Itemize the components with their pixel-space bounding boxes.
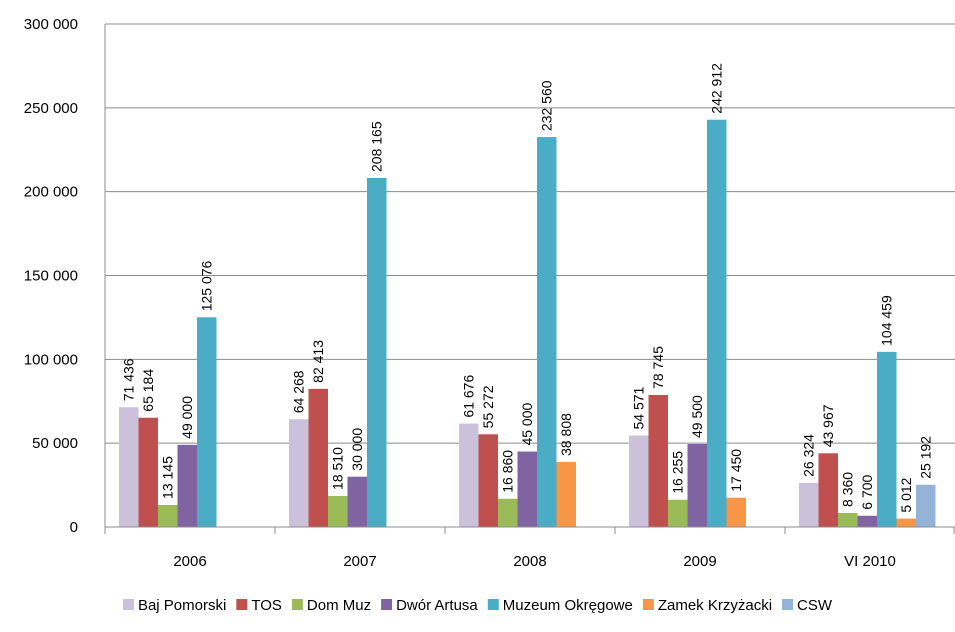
data-label: 26 324 [801,434,817,477]
bars [119,119,936,528]
legend: Baj Pomorski TOS Dom Muz Dwór Artusa Muzeum … [122,597,833,614]
data-label: 104 459 [879,295,895,346]
y-tick-label: 200 000 [24,184,78,201]
data-label: 5 012 [898,477,914,512]
data-label: 55 272 [480,385,496,428]
data-label: 61 676 [461,375,477,418]
bar [857,515,877,527]
bar [537,137,557,527]
data-label: 13 145 [160,456,176,499]
data-label: 8 360 [840,472,856,507]
bar [648,394,668,527]
gridlines [105,23,955,444]
y-tick-label: 50 000 [32,435,78,452]
bar [707,119,727,528]
bar [158,504,178,527]
data-label: 54 571 [631,386,647,429]
data-label: 16 860 [500,450,516,493]
data-label: 17 450 [728,449,744,492]
bar [726,497,746,527]
bar [916,484,936,527]
y-tick-label: 250 000 [24,100,78,117]
data-label: 16 255 [670,451,686,494]
data-label: 82 413 [310,340,326,383]
x-category-label: 2008 [513,553,546,570]
bar [818,453,838,527]
bar [517,451,537,527]
data-label: 208 165 [369,121,385,172]
bar [838,512,858,527]
data-label: 125 076 [199,260,215,311]
bar [668,499,688,527]
bar [177,444,197,527]
legend-swatch [291,599,303,610]
data-labels: 71 436 65 184 13 145 49 000 125 076 64 26882 … [121,63,934,513]
legend-swatch [122,599,134,610]
legend-label: Dom Muz [307,597,371,614]
y-tick-label: 100 000 [24,351,78,368]
bar [459,423,479,527]
data-label: 25 192 [918,436,934,479]
data-label: 64 268 [291,370,307,413]
legend-item: TOS [236,597,282,614]
legend-item: Dom Muz [291,597,371,614]
legend-label: Baj Pomorski [138,597,226,614]
bar [119,407,139,527]
legend-swatch [236,599,248,610]
data-label: 242 912 [709,63,725,114]
legend-label: TOS [251,597,282,614]
data-label: 18 510 [330,447,346,490]
legend-label: CSW [797,597,833,614]
bar [687,444,707,527]
data-label: 65 184 [140,369,156,412]
bar [896,518,916,527]
data-label: 78 745 [650,346,666,389]
data-label: 43 967 [820,404,836,447]
axes: 0 50 000 100 000 150 000 200 000 250 000 300 0… [24,16,955,570]
bar [556,461,576,527]
bar [308,388,328,527]
data-label: 45 000 [519,403,535,446]
x-category-label: 2007 [343,553,376,570]
bar [328,495,348,527]
x-category-label: 2006 [173,553,206,570]
legend-swatch [381,599,393,610]
data-label: 30 000 [349,428,365,471]
bar [629,435,649,527]
data-label: 6 700 [859,475,875,510]
legend-swatch [487,599,499,610]
data-label: 38 808 [558,413,574,456]
bar [478,434,498,527]
legend-label: Zamek Krzyżacki [658,597,772,614]
x-category-label: 2009 [683,553,716,570]
bar [347,476,367,527]
data-label: 232 560 [539,80,555,131]
bar [367,177,387,527]
legend-item: CSW [782,597,833,614]
legend-item: Zamek Krzyżacki [642,597,772,614]
data-label: 49 000 [179,396,195,439]
bar [289,419,309,527]
bar [138,417,158,527]
bar [498,498,518,527]
legend-item: Muzeum Okręgowe [487,597,633,614]
x-category-label: VI 2010 [844,553,896,570]
data-label: 71 436 [121,358,137,401]
bar [197,317,217,527]
legend-label: Muzeum Okręgowe [503,597,633,614]
y-tick-label: 0 [70,519,78,536]
legend-swatch [782,599,794,610]
legend-item: Baj Pomorski [122,597,226,614]
bar [799,482,819,527]
legend-item: Dwór Artusa [381,597,478,614]
y-tick-label: 300 000 [24,16,78,33]
data-label: 49 500 [689,395,705,438]
legend-label: Dwór Artusa [396,597,478,614]
legend-swatch [642,599,654,610]
y-tick-label: 150 000 [24,268,78,285]
bar [877,351,897,527]
